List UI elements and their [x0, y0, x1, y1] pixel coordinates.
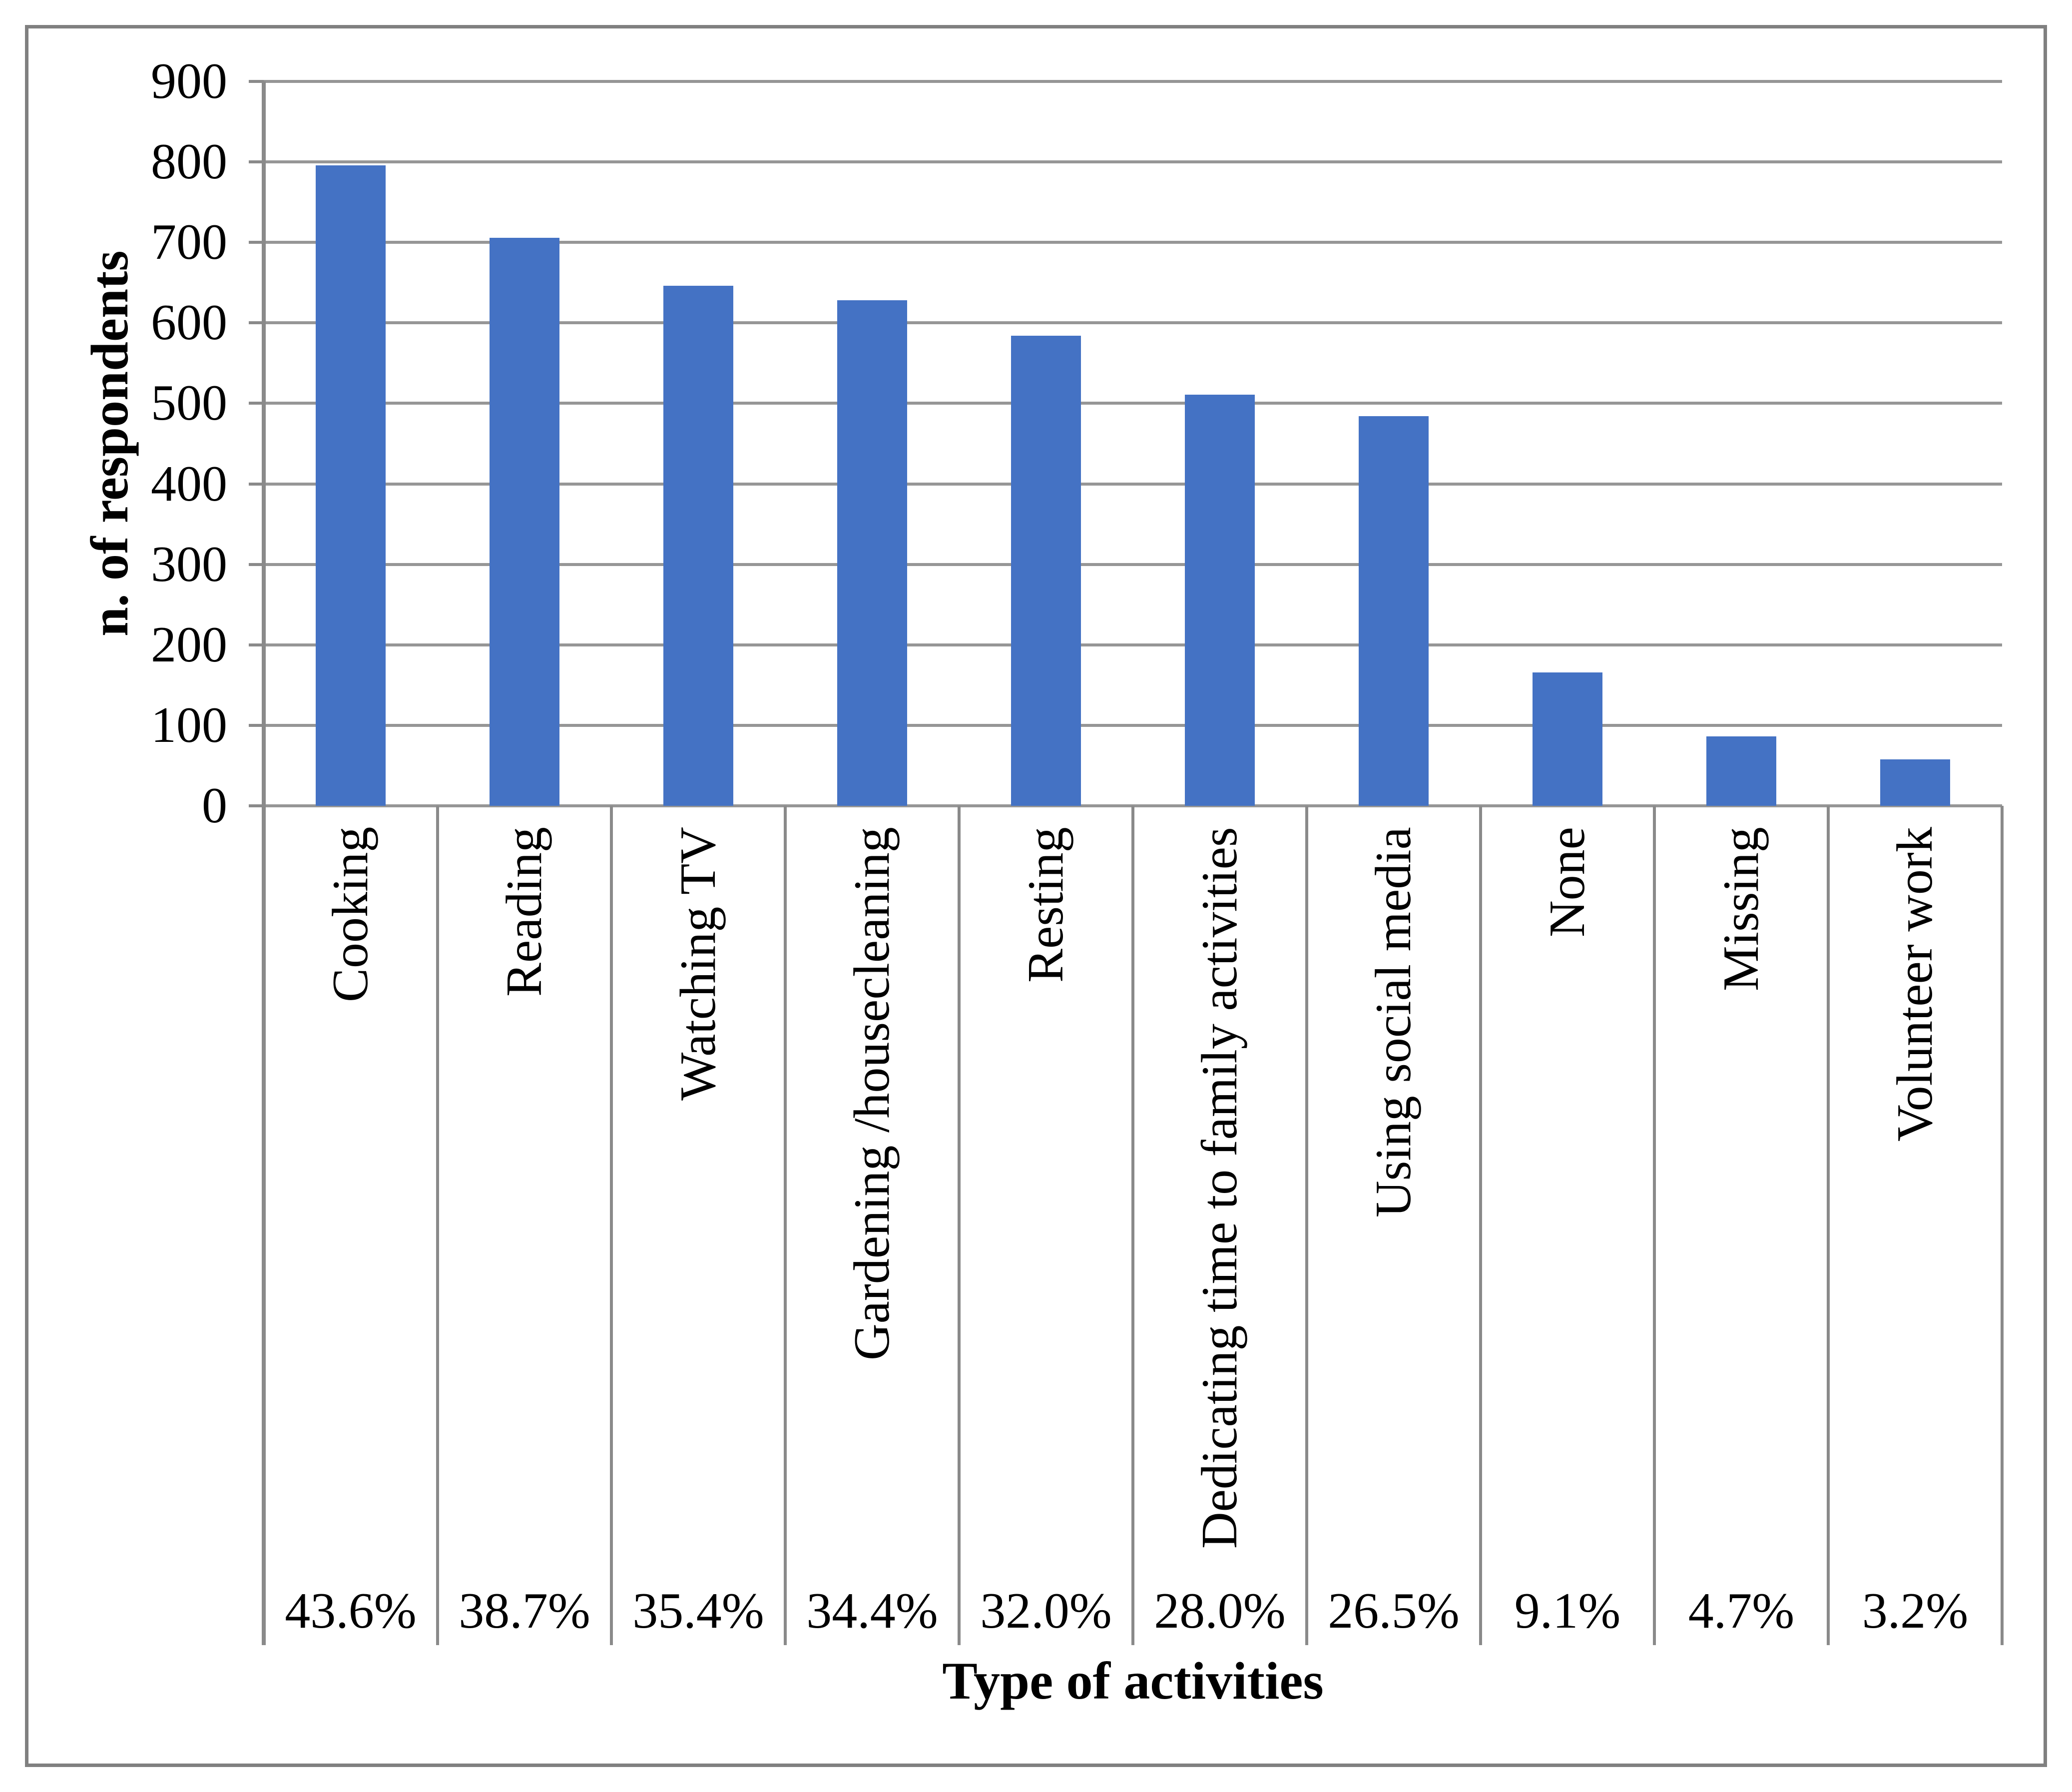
gridline — [264, 160, 2002, 164]
bar-cooking — [316, 165, 386, 806]
percent-label: 35.4% — [632, 1583, 764, 1639]
category-separator — [1305, 806, 1308, 1645]
y-tick-label: 700 — [151, 214, 227, 271]
category-separator — [2001, 806, 2004, 1645]
gridline — [264, 241, 2002, 244]
category-label: Volunteer work — [1887, 827, 1943, 1142]
category-separator — [1479, 806, 1482, 1645]
category-label: Missing — [1713, 827, 1769, 991]
category-label: Gardening /housecleaning — [844, 827, 900, 1360]
category-separator — [1827, 806, 1830, 1645]
percent-label: 4.7% — [1688, 1583, 1795, 1639]
bar-reading — [490, 237, 559, 806]
percent-label: 32.0% — [980, 1583, 1112, 1639]
y-tick-label: 100 — [151, 696, 227, 753]
y-axis-tick — [249, 241, 264, 244]
bar-volunteer-work — [1880, 759, 1950, 806]
y-tick-label: 300 — [151, 536, 227, 593]
category-separator — [610, 806, 613, 1645]
percent-label: 26.5% — [1328, 1583, 1460, 1639]
percent-label: 9.1% — [1514, 1583, 1621, 1639]
figure-border — [25, 25, 2047, 1767]
y-tick-label: 400 — [151, 455, 227, 512]
y-tick-label: 900 — [151, 53, 227, 109]
bar-watching-tv — [663, 286, 733, 806]
y-tick-label: 0 — [202, 777, 227, 834]
category-label: Reading — [496, 827, 552, 997]
y-tick-label: 500 — [151, 375, 227, 432]
gridline — [264, 482, 2002, 486]
category-separator — [1653, 806, 1656, 1645]
category-label: None — [1539, 827, 1595, 937]
y-axis-tick — [249, 160, 264, 164]
category-separator — [784, 806, 787, 1645]
percent-label: 3.2% — [1862, 1583, 1969, 1639]
bar-missing — [1706, 736, 1776, 806]
y-tick-label: 600 — [151, 294, 227, 351]
y-axis-tick — [249, 804, 264, 807]
y-tick-label: 800 — [151, 133, 227, 190]
y-axis-line — [262, 81, 266, 1645]
y-axis-tick — [249, 80, 264, 83]
category-separator — [436, 806, 439, 1645]
gridline — [264, 321, 2002, 325]
x-axis-title: Type of activities — [942, 1652, 1324, 1710]
bar-using-social-media — [1359, 416, 1429, 806]
y-axis-tick — [249, 402, 264, 405]
category-separator — [1131, 806, 1134, 1645]
percent-label: 28.0% — [1154, 1583, 1286, 1639]
y-tick-label: 200 — [151, 616, 227, 673]
percent-label: 38.7% — [459, 1583, 590, 1639]
gridline — [264, 563, 2002, 566]
percent-label: 34.4% — [806, 1583, 938, 1639]
percent-label: 43.6% — [285, 1583, 417, 1639]
bar-none — [1533, 672, 1602, 806]
bar-gardening-housecleaning — [837, 300, 907, 806]
y-axis-tick — [249, 643, 264, 646]
bar-dedicating-time-to-family-activities — [1185, 394, 1255, 806]
category-label: Using social media — [1365, 827, 1422, 1217]
y-axis-tick — [249, 723, 264, 727]
bar-resting — [1011, 336, 1081, 806]
y-axis-tick — [249, 482, 264, 486]
gridline — [264, 80, 2002, 83]
category-separator — [958, 806, 961, 1645]
category-label: Dedicating time to family activities — [1191, 827, 1248, 1549]
gridline — [264, 643, 2002, 646]
category-label: Cooking — [322, 827, 379, 1003]
gridline — [264, 723, 2002, 727]
category-label: Resting — [1018, 827, 1074, 983]
category-label: Watching TV — [670, 827, 726, 1101]
y-axis-tick — [249, 321, 264, 325]
gridline — [264, 402, 2002, 405]
y-axis-tick — [249, 563, 264, 566]
